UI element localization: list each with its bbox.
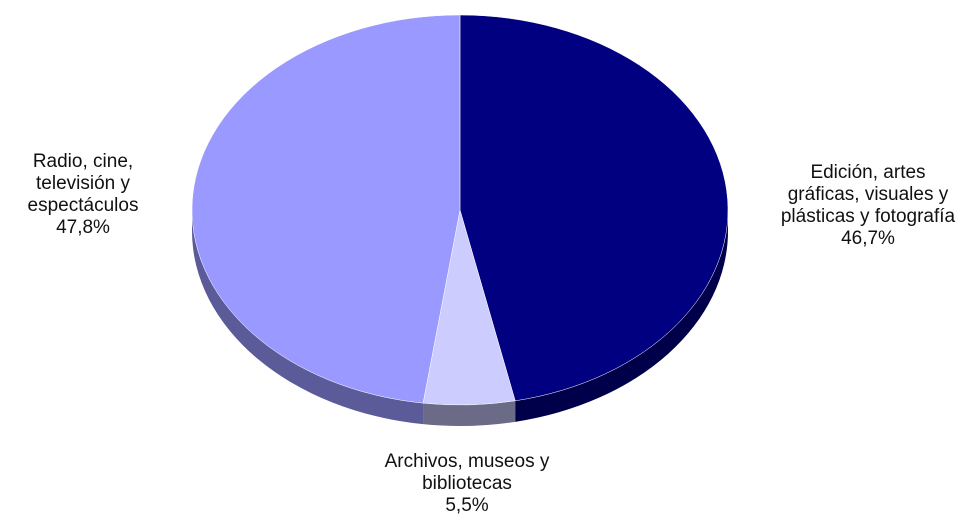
pie-category-label: plásticas y fotografía <box>781 206 956 227</box>
pie-label-1: Edición, artes gráficas, visuales y plásti… <box>781 162 956 249</box>
pie-label-2: Archivos, museos y bibliotecas 5,5% <box>385 451 550 516</box>
pie-slice-side-2 <box>423 400 516 426</box>
pie-slice-1 <box>459 14 729 402</box>
pie-label-3: Radio, cine, televisión y espectáculos 47,8… <box>28 151 139 238</box>
pie-category-label: gráficas, visuales y <box>788 184 949 205</box>
pie-value-label: 46,7% <box>841 228 895 249</box>
pie-category-label: espectáculos <box>28 195 139 216</box>
pie-value-label: 47,8% <box>56 217 110 238</box>
pie-sides <box>191 210 728 426</box>
pie-category-label: Edición, artes <box>810 162 925 183</box>
pie-category-label: Archivos, museos y <box>385 451 550 472</box>
pie-slice-side-1 <box>515 210 728 422</box>
pie-labels: Edición, artes gráficas, visuales y plásti… <box>28 151 956 516</box>
pie-slice-3 <box>191 14 461 404</box>
pie-category-label: Radio, cine, <box>33 151 133 172</box>
pie-slice-side-3 <box>191 210 424 425</box>
pie-category-label: televisión y <box>36 173 130 194</box>
pie-slices <box>191 14 729 406</box>
pie-category-label: bibliotecas <box>422 473 512 494</box>
pie-value-label: 5,5% <box>445 495 488 516</box>
